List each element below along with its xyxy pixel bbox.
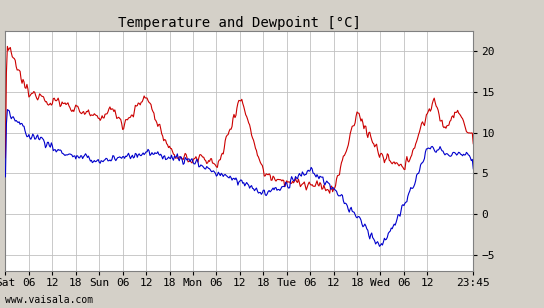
Text: www.vaisala.com: www.vaisala.com <box>5 295 94 305</box>
Title: Temperature and Dewpoint [°C]: Temperature and Dewpoint [°C] <box>118 16 361 30</box>
